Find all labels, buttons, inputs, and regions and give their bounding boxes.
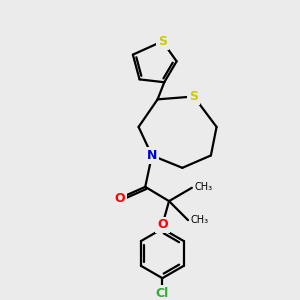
Text: N: N xyxy=(147,149,157,162)
Text: O: O xyxy=(157,218,168,231)
Text: CH₃: CH₃ xyxy=(195,182,213,192)
Text: S: S xyxy=(189,90,198,103)
Text: S: S xyxy=(158,35,167,48)
Text: O: O xyxy=(114,192,125,205)
Text: CH₃: CH₃ xyxy=(191,215,209,225)
Text: Cl: Cl xyxy=(156,287,169,300)
